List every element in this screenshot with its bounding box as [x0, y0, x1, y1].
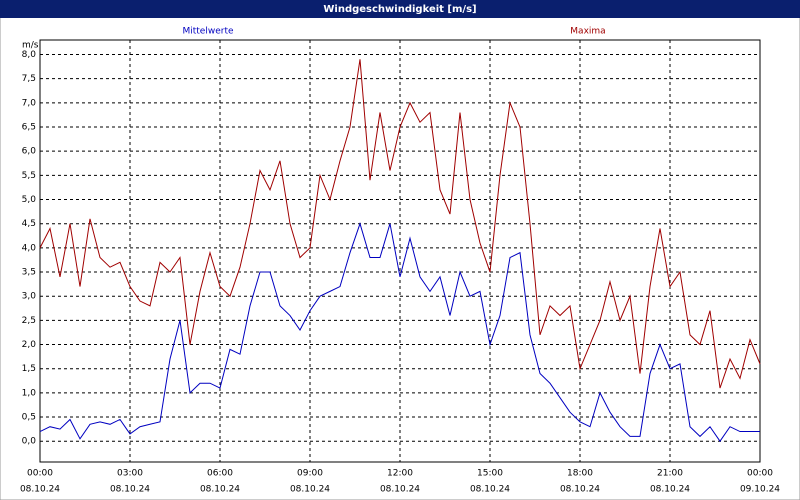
y-tick-label: 8,0 [22, 50, 37, 60]
x-tick-label: 12:00 [387, 469, 413, 479]
legend-entry: Mittelwerte [182, 27, 233, 37]
x-tick-date: 08.10.24 [560, 485, 600, 495]
x-tick-label: 00:00 [747, 469, 773, 479]
y-axis-label: m/s [22, 41, 39, 51]
y-tick-label: 1,5 [22, 364, 36, 374]
x-tick-date: 08.10.24 [650, 485, 690, 495]
x-tick-label: 03:00 [117, 469, 143, 479]
x-tick-date: 08.10.24 [290, 485, 330, 495]
legend-entry: Maxima [570, 27, 605, 37]
y-tick-label: 7,0 [22, 98, 37, 108]
y-tick-label: 6,5 [22, 123, 36, 133]
y-tick-label: 3,0 [22, 292, 37, 302]
line-series [39, 59, 761, 389]
line-series [39, 222, 760, 443]
x-tick-date: 08.10.24 [200, 485, 240, 495]
x-tick-label: 09:00 [297, 469, 323, 479]
x-tick-label: 15:00 [477, 469, 503, 479]
x-tick-date: 09.10.24 [740, 485, 780, 495]
y-tick-label: 6,0 [22, 147, 37, 157]
y-tick-label: 3,5 [22, 268, 36, 278]
y-tick-label: 5,5 [22, 171, 36, 181]
x-tick-label: 06:00 [207, 469, 233, 479]
y-tick-label: 7,5 [22, 74, 36, 84]
x-tick-date: 08.10.24 [380, 485, 420, 495]
x-tick-label: 18:00 [567, 469, 593, 479]
y-tick-label: 4,5 [22, 219, 36, 229]
y-tick-label: 0,0 [22, 437, 37, 447]
x-tick-label: 00:00 [27, 469, 53, 479]
y-tick-label: 5,0 [22, 195, 37, 205]
x-tick-date: 08.10.24 [110, 485, 150, 495]
window-title: Windgeschwindigkeit [m/s] [323, 4, 476, 15]
title-bar [0, 0, 800, 18]
y-tick-label: 1,0 [22, 388, 37, 398]
y-tick-label: 0,5 [22, 413, 36, 423]
y-tick-label: 2,0 [22, 340, 37, 350]
x-tick-date: 08.10.24 [20, 485, 60, 495]
y-tick-label: 4,0 [22, 243, 37, 253]
x-tick-label: 21:00 [657, 469, 683, 479]
y-tick-label: 2,5 [22, 316, 36, 326]
x-tick-date: 08.10.24 [470, 485, 510, 495]
